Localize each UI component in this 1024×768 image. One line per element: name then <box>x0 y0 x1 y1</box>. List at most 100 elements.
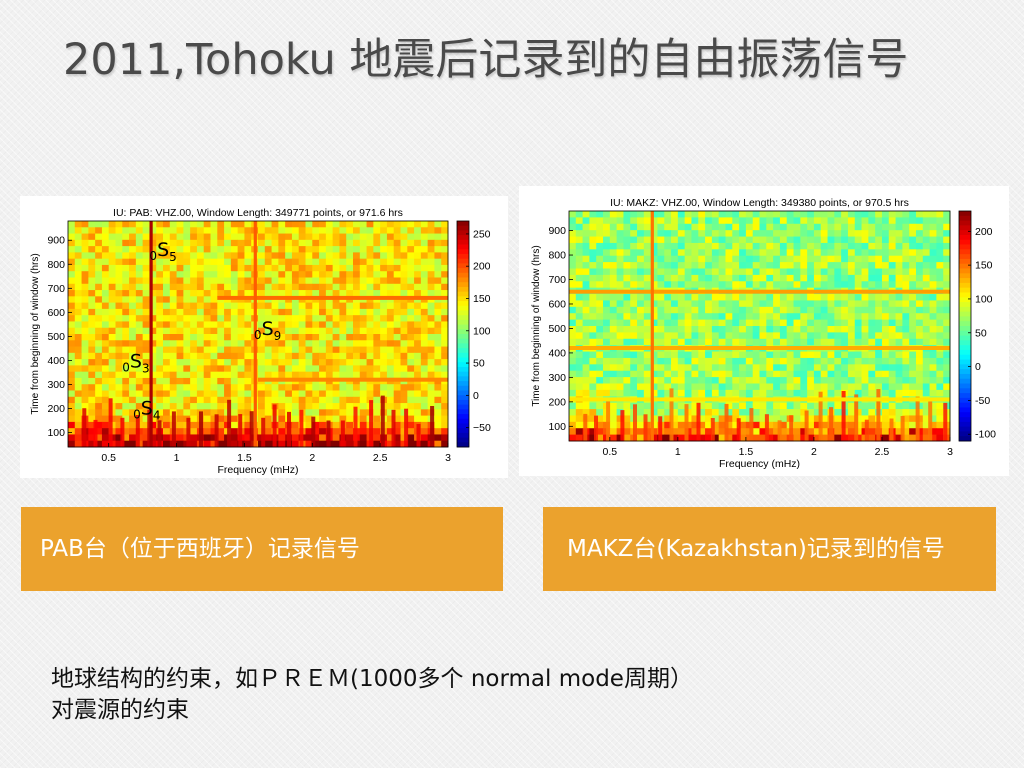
heatmap-cell <box>759 415 767 423</box>
heatmap-cell <box>81 371 89 379</box>
heatmap-cell <box>196 377 205 385</box>
heatmap-cell <box>718 268 726 276</box>
heatmap-cell <box>671 211 679 218</box>
heatmap-cell <box>650 223 658 231</box>
heatmap-cell <box>664 357 672 365</box>
colorbar-segment <box>959 383 971 389</box>
y-tick-label: 200 <box>47 403 65 415</box>
heatmap-cell <box>779 434 788 442</box>
colorbar-segment <box>959 321 971 327</box>
heatmap-cell <box>759 357 767 365</box>
heatmap-cell <box>264 421 272 429</box>
heatmap-cell <box>793 242 801 250</box>
heatmap-cell <box>922 351 930 359</box>
heatmap-cell <box>312 308 320 316</box>
heatmap-cell <box>820 223 828 231</box>
heatmap-cell <box>861 294 869 301</box>
heatmap-cell <box>902 262 910 269</box>
heatmap-cell <box>684 236 692 244</box>
heatmap-cell <box>895 319 903 327</box>
heatmap-cell <box>834 281 842 289</box>
heatmap-cell <box>108 239 116 247</box>
heatmap-cell <box>305 315 313 322</box>
heatmap-cell <box>414 252 422 260</box>
heatmap-cell <box>244 434 252 442</box>
heatmap-cell <box>752 434 760 442</box>
heatmap-cell <box>664 370 672 378</box>
heatmap-cell <box>190 296 198 304</box>
heatmap-cell <box>725 415 733 423</box>
heatmap-cell <box>129 346 137 354</box>
heatmap-cell <box>909 357 917 365</box>
heatmap-cell <box>258 321 266 329</box>
heatmap-cell <box>183 334 191 341</box>
heatmap-cell <box>589 377 597 384</box>
heatmap-cell <box>414 334 422 341</box>
heatmap-cell <box>346 403 354 410</box>
mode-peak <box>889 418 894 441</box>
heatmap-cell <box>637 326 645 333</box>
heatmap-cell <box>230 428 239 435</box>
heatmap-cell <box>569 351 577 359</box>
caption-pab-text: PAB台（位于西班牙）记录信号 <box>40 536 360 562</box>
heatmap-cell <box>393 396 401 404</box>
heatmap-cell <box>800 357 808 365</box>
heatmap-cell <box>190 271 198 278</box>
heatmap-cell <box>582 332 590 340</box>
heatmap-cell <box>807 306 815 314</box>
heatmap-cell <box>854 357 862 365</box>
heatmap-cell <box>725 383 733 391</box>
heatmap-cell <box>230 365 239 373</box>
heatmap-cell <box>854 351 862 359</box>
heatmap-cell <box>779 255 788 263</box>
heatmap-cell <box>609 409 618 416</box>
heatmap-cell <box>434 365 442 373</box>
heatmap-cell <box>319 334 327 341</box>
heatmap-cell <box>854 223 862 231</box>
heatmap-cell <box>169 340 177 347</box>
heatmap-cell <box>332 252 340 260</box>
heatmap-cell <box>74 283 82 291</box>
heatmap-cell <box>346 434 354 442</box>
heatmap-cell <box>895 300 903 308</box>
heatmap-cell <box>705 370 713 378</box>
colorbar-segment <box>959 249 971 255</box>
heatmap-cell <box>88 396 96 404</box>
heatmap-cell <box>800 294 808 301</box>
heatmap-cell <box>244 396 252 404</box>
heatmap-cell <box>122 296 130 304</box>
pab-plot-frame <box>67 220 449 448</box>
heatmap-cell <box>834 242 842 250</box>
colorbar-segment <box>457 348 469 354</box>
heatmap-cell <box>915 230 924 237</box>
heatmap-cell <box>414 227 422 234</box>
heatmap-cell <box>163 359 171 366</box>
pab-colorbar-frame <box>456 220 470 448</box>
heatmap-cell <box>176 221 184 228</box>
heatmap-cell <box>800 223 808 231</box>
heatmap-cell <box>643 313 652 321</box>
heatmap-cell <box>176 440 184 448</box>
heatmap-cell <box>400 359 408 366</box>
heatmap-cell <box>68 396 76 404</box>
heatmap-cell <box>163 283 171 291</box>
heatmap-cell <box>190 415 198 423</box>
heatmap-cell <box>643 255 652 263</box>
mode-peak <box>764 414 769 441</box>
heatmap-cell <box>420 334 429 341</box>
heatmap-cell <box>353 403 361 410</box>
heatmap-cell <box>176 258 184 266</box>
heatmap-cell <box>616 249 624 257</box>
heatmap-cell <box>895 236 903 244</box>
heatmap-cell <box>630 383 638 391</box>
heatmap-cell <box>841 313 849 321</box>
heatmap-cell <box>176 346 184 354</box>
heatmap-cell <box>569 268 577 276</box>
heatmap-cell <box>691 306 699 314</box>
heatmap-cell <box>183 233 191 241</box>
heatmap-cell <box>739 268 747 276</box>
heatmap-cell <box>264 352 272 360</box>
heatmap-cell <box>575 242 583 250</box>
heatmap-cell <box>298 277 306 285</box>
heatmap-cell <box>325 409 334 417</box>
